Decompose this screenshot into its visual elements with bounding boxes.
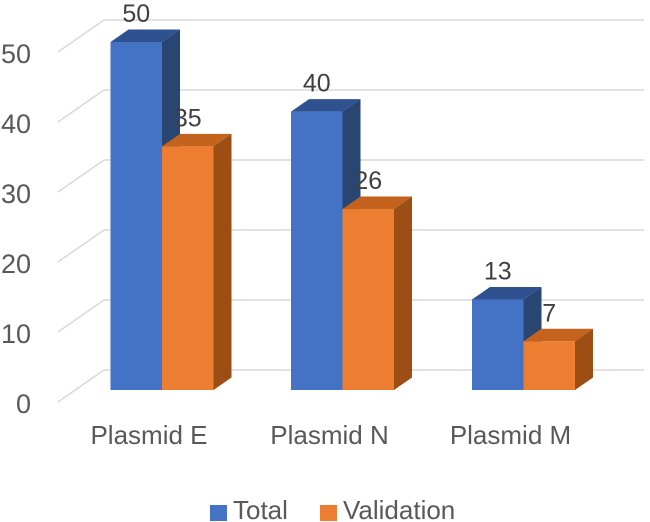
bar-top-validation-plasmid-e <box>162 133 232 147</box>
data-label-validation-plasmid-e: 35 <box>174 104 202 132</box>
legend-swatch-validation <box>320 505 337 521</box>
bar-side-validation-plasmid-e <box>213 133 232 390</box>
bar-top-total-plasmid-m <box>472 287 542 300</box>
gridline-slant-0 <box>57 369 105 403</box>
bar-validation-plasmid-e <box>162 133 232 390</box>
legend-item-total: Total <box>210 495 288 522</box>
bar-side-validation-plasmid-m <box>575 328 593 390</box>
gridline-slant-20 <box>57 229 105 263</box>
bar-front-validation-plasmid-e <box>162 146 214 390</box>
data-label-validation-plasmid-m: 7 <box>542 299 556 327</box>
bar-side-validation-plasmid-n <box>394 196 412 390</box>
y-axis-tick-label-0: 0 <box>16 389 31 419</box>
bar-top-validation-plasmid-m <box>523 328 593 342</box>
legend-swatch-total <box>210 505 227 521</box>
legend: Total Validation <box>210 495 455 522</box>
bar-validation-plasmid-n <box>342 196 412 390</box>
data-label-total-plasmid-m: 13 <box>484 258 512 286</box>
y-axis-labels: 0 10 20 30 40 50 <box>1 39 31 419</box>
bar-top-total-plasmid-e <box>110 29 180 42</box>
gridline-slant-40 <box>57 89 105 123</box>
gridline-slant-10 <box>57 299 105 333</box>
category-label-plasmid-m: Plasmid M <box>450 420 571 450</box>
bar-top-total-plasmid-n <box>291 99 361 112</box>
legend-label-validation: Validation <box>343 495 455 522</box>
y-axis-tick-label-10: 10 <box>1 319 31 349</box>
data-labels: 50 35 40 26 13 7 <box>122 0 556 327</box>
bar-front-total-plasmid-n <box>291 111 343 390</box>
y-axis-tick-label-50: 50 <box>1 39 31 69</box>
data-label-total-plasmid-e: 50 <box>122 0 150 28</box>
bar-front-validation-plasmid-n <box>342 209 394 390</box>
gridline-slant-30 <box>57 159 105 193</box>
y-axis-tick-label-30: 30 <box>1 179 31 209</box>
y-axis-tick-label-40: 40 <box>1 109 31 139</box>
bar-total-plasmid-m <box>472 287 542 390</box>
bar-validation-plasmid-m <box>523 328 593 390</box>
category-label-plasmid-e: Plasmid E <box>90 420 207 450</box>
legend-label-total: Total <box>233 495 288 522</box>
gridline-slant-50 <box>57 19 105 53</box>
legend-item-validation: Validation <box>320 495 455 522</box>
y-axis-tick-label-20: 20 <box>1 249 31 279</box>
data-label-validation-plasmid-n: 26 <box>354 167 382 195</box>
bar-front-validation-plasmid-m <box>523 341 575 390</box>
bar-front-total-plasmid-m <box>472 299 524 390</box>
x-axis-labels: Plasmid E Plasmid N Plasmid M <box>90 420 571 450</box>
bars <box>110 29 593 390</box>
bar-top-validation-plasmid-n <box>342 196 412 210</box>
data-label-total-plasmid-n: 40 <box>303 70 331 98</box>
bar-front-total-plasmid-e <box>110 42 162 390</box>
category-label-plasmid-n: Plasmid N <box>270 420 388 450</box>
